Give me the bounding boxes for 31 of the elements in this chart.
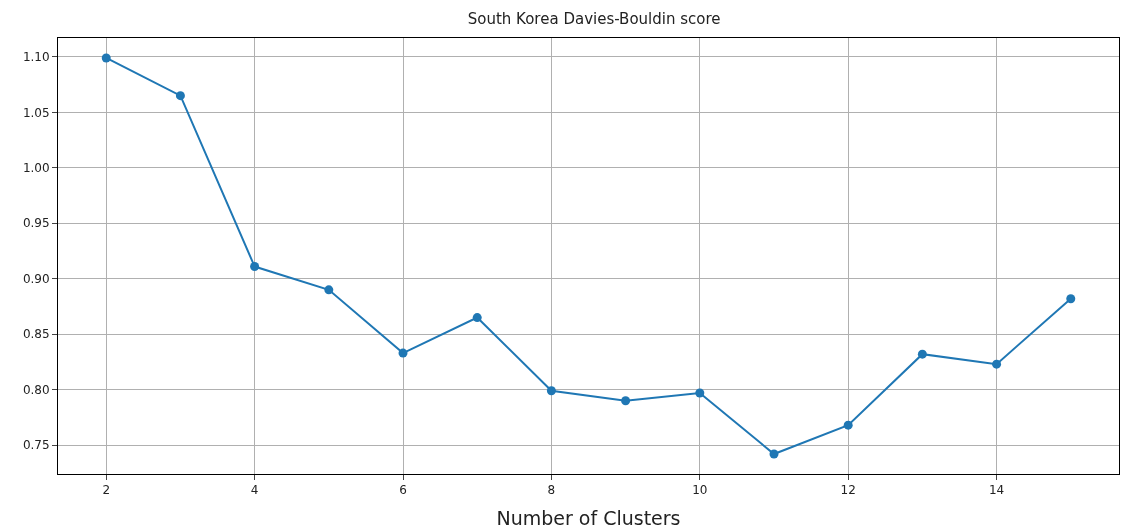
y-tick-label: 1.10: [22, 50, 50, 65]
point: [101, 53, 111, 63]
x-tick-label: 12: [840, 483, 856, 498]
point: [398, 348, 408, 358]
point: [695, 388, 705, 398]
y-tick-label: 0.90: [22, 271, 50, 286]
point: [843, 420, 853, 430]
point: [992, 359, 1002, 369]
x-tick-label: 10: [692, 483, 708, 498]
point: [1066, 294, 1076, 304]
y-tick-label: 1.05: [22, 105, 50, 120]
x-axis-title: Number of Clusters: [496, 507, 681, 530]
point: [769, 449, 779, 459]
y-tick-label: 0.75: [22, 438, 50, 453]
y-tick-label: 0.80: [22, 382, 50, 397]
x-tick-label: 14: [988, 483, 1005, 498]
y-tick-label: 1.00: [22, 161, 50, 175]
x-tick-label: 2: [102, 483, 111, 498]
x-tick-label: 4: [250, 483, 259, 498]
point: [621, 396, 631, 406]
y-tick-label: 0.85: [22, 327, 50, 342]
x-tick-label: 6: [399, 483, 407, 498]
y-tick-label: 0.95: [22, 216, 50, 231]
point: [546, 386, 556, 396]
x-tick-label: 8: [547, 483, 556, 498]
point: [175, 91, 185, 101]
point: [917, 349, 927, 359]
point: [250, 262, 260, 272]
chart-title: South Korea Davies-Bouldin score: [467, 9, 721, 28]
point: [472, 313, 482, 323]
point: [324, 285, 334, 295]
